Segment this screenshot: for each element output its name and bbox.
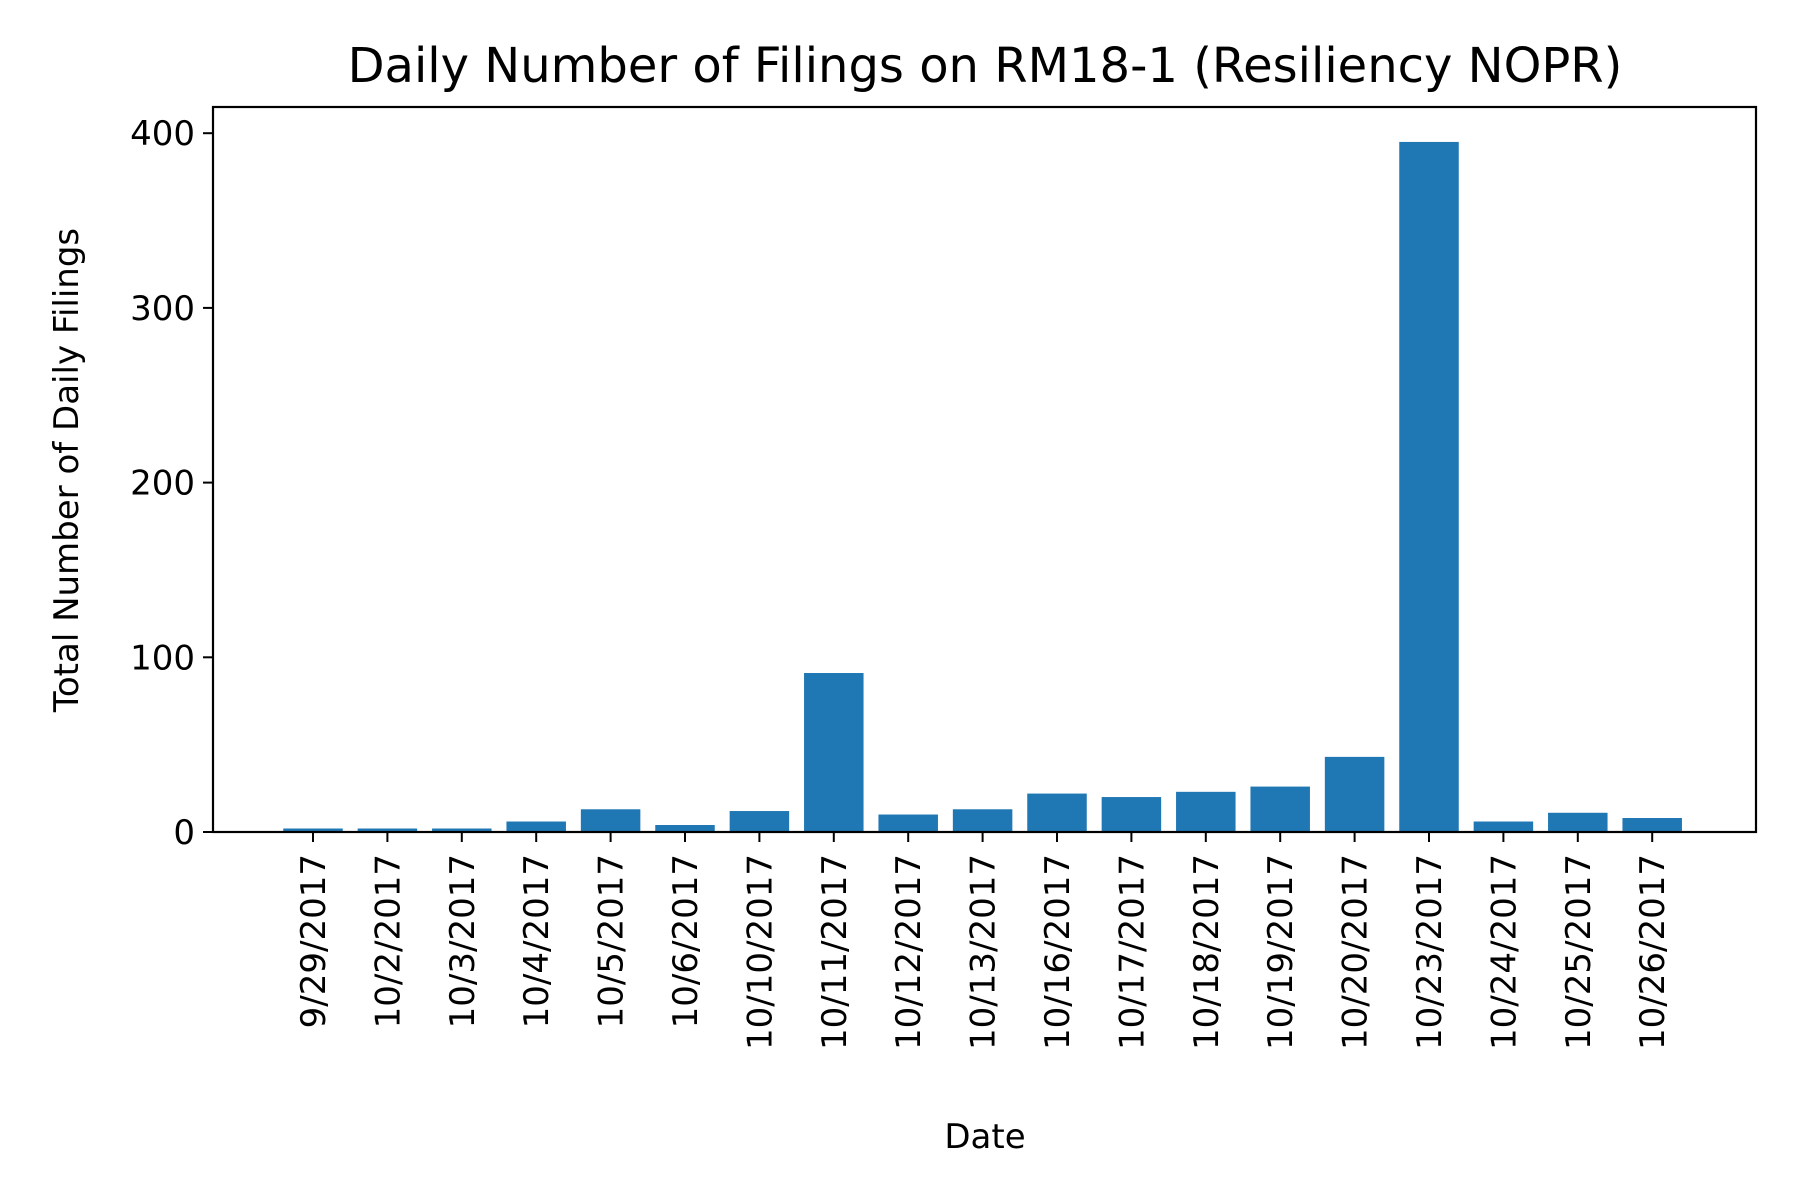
x-tick-label: 10/5/2017: [592, 854, 632, 1028]
y-tick-label: 200: [130, 464, 195, 504]
x-tick-label: 10/4/2017: [517, 854, 557, 1028]
x-tick-label: 10/3/2017: [443, 854, 483, 1028]
x-tick-label: 10/26/2017: [1633, 854, 1673, 1050]
x-tick-label: 10/10/2017: [740, 854, 780, 1050]
y-tick-label: 300: [130, 289, 195, 329]
x-tick-label: 10/23/2017: [1410, 854, 1450, 1050]
x-axis-label: Date: [944, 1117, 1025, 1157]
bar-10/12/2017: [878, 814, 938, 832]
x-tick-label: 10/16/2017: [1038, 854, 1078, 1050]
bar-10/24/2017: [1473, 821, 1534, 832]
y-tick-label: 400: [130, 114, 195, 154]
x-tick-label: 10/18/2017: [1187, 854, 1227, 1050]
bar-10/16/2017: [1027, 793, 1087, 832]
bars-layer: [283, 141, 1682, 832]
bar-10/18/2017: [1176, 791, 1236, 832]
x-tick-label: 10/12/2017: [889, 854, 929, 1050]
y-axis-label: Total Number of Daily Filings: [47, 228, 87, 713]
bar-10/5/2017: [580, 809, 641, 832]
bar-10/3/2017: [432, 828, 492, 832]
bar-10/20/2017: [1324, 756, 1385, 832]
x-tick-label: 9/29/2017: [294, 854, 334, 1028]
x-tick-label: 10/25/2017: [1559, 854, 1599, 1050]
bar-10/2/2017: [357, 828, 418, 832]
bar-10/23/2017: [1399, 141, 1459, 832]
plot-frame: [211, 105, 1758, 834]
bar-10/17/2017: [1101, 797, 1162, 832]
x-tick-label: 10/13/2017: [964, 854, 1004, 1050]
x-tick-label: 10/19/2017: [1261, 854, 1301, 1050]
bar-10/19/2017: [1250, 786, 1310, 832]
x-tick-label: 10/24/2017: [1484, 854, 1524, 1050]
x-tick-label: 10/11/2017: [815, 854, 855, 1050]
bar-10/11/2017: [804, 673, 864, 832]
bar-10/25/2017: [1548, 812, 1608, 832]
x-axis-ticks: 9/29/2017 10/2/2017 10/3/2017 10/4/2017 10/5…: [294, 832, 1673, 1050]
chart-title: Daily Number of Filings on RM18-1 (Resil…: [348, 38, 1623, 94]
bar-10/6/2017: [655, 825, 715, 832]
y-tick-label: 100: [130, 638, 195, 678]
x-tick-label: 10/17/2017: [1112, 854, 1152, 1050]
x-tick-label: 10/2/2017: [368, 854, 408, 1028]
bar-9/29/2017: [283, 828, 343, 832]
bar-10/10/2017: [729, 811, 790, 832]
x-tick-label: 10/6/2017: [666, 854, 706, 1028]
y-axis-ticks: 0 100 200 300 400: [130, 114, 213, 853]
y-tick-label: 0: [173, 813, 195, 853]
bar-10/26/2017: [1622, 818, 1682, 832]
bar-10/13/2017: [952, 809, 1013, 832]
x-tick-label: 10/20/2017: [1336, 854, 1376, 1050]
bar-10/4/2017: [506, 821, 566, 832]
